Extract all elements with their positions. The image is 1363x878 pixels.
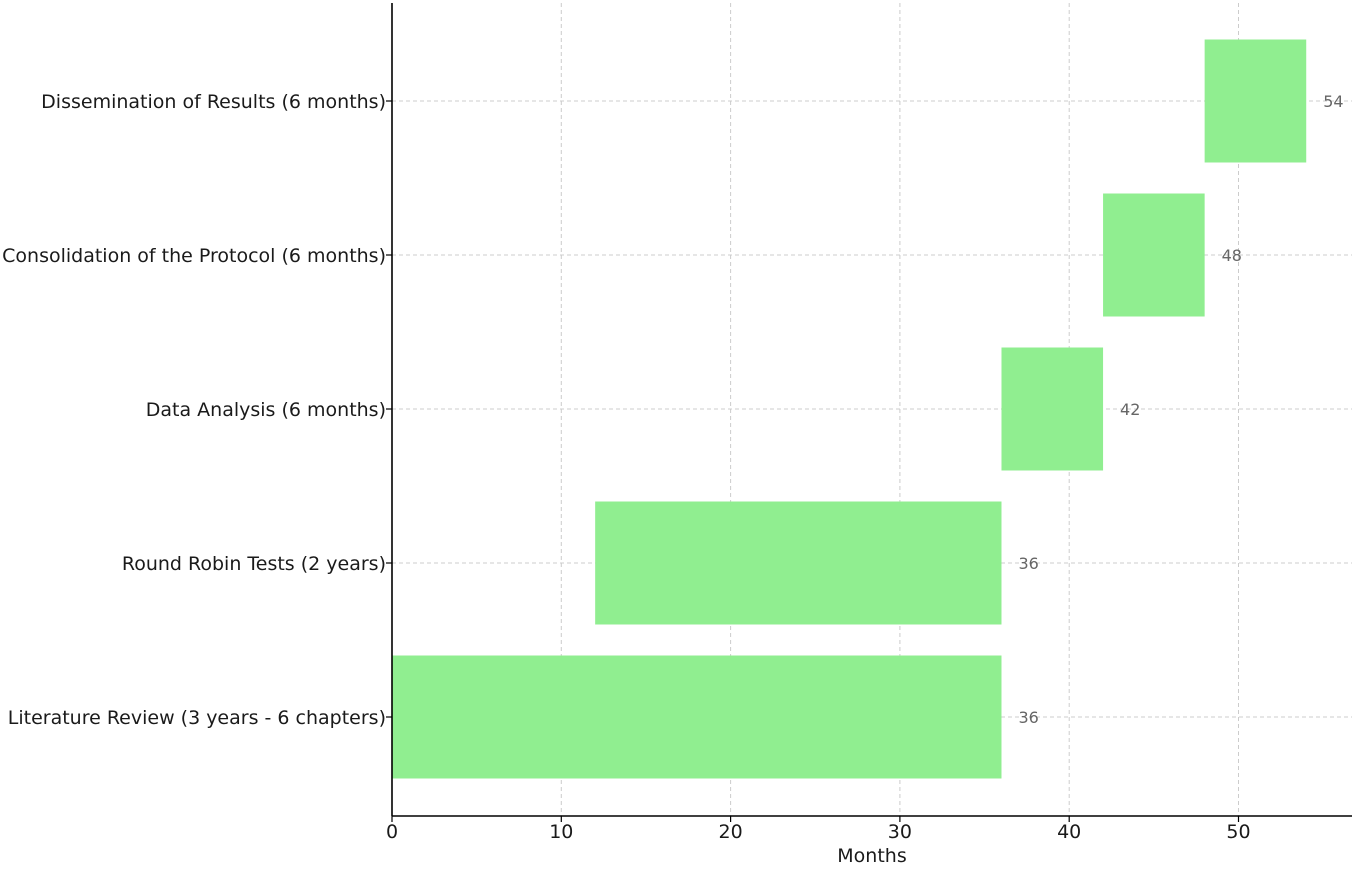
task-bar: [1204, 39, 1307, 163]
end-value-label: 36: [1018, 554, 1038, 573]
task-label: Literature Review (3 years - 6 chapters): [8, 707, 386, 729]
data-labels: 36 36 42 48 54: [1018, 92, 1343, 727]
task-bar: [1001, 347, 1104, 471]
x-tick-label: 40: [1057, 821, 1081, 843]
task-bar: [595, 501, 1002, 625]
task-label: Data Analysis (6 months): [146, 399, 386, 421]
task-bar: [392, 655, 1002, 779]
x-tick-label: 30: [888, 821, 912, 843]
task-label: Dissemination of Results (6 months): [41, 91, 386, 113]
x-tick-label: 20: [719, 821, 743, 843]
bars: [392, 39, 1307, 779]
end-value-label: 54: [1323, 92, 1343, 111]
task-label: Round Robin Tests (2 years): [122, 553, 386, 575]
x-tick-label: 10: [549, 821, 573, 843]
end-value-label: 36: [1018, 708, 1038, 727]
task-bar: [1103, 193, 1205, 317]
x-tick-label: 50: [1226, 821, 1250, 843]
x-tick-label: 0: [386, 821, 398, 843]
end-value-label: 48: [1222, 246, 1242, 265]
end-value-label: 42: [1120, 400, 1140, 419]
x-axis-title: Months: [837, 845, 906, 867]
task-label: Consolidation of the Protocol (6 months): [2, 245, 386, 267]
axes: 0 10 20 30 40 50 Literature Review (3 years - …: [2, 3, 1352, 843]
